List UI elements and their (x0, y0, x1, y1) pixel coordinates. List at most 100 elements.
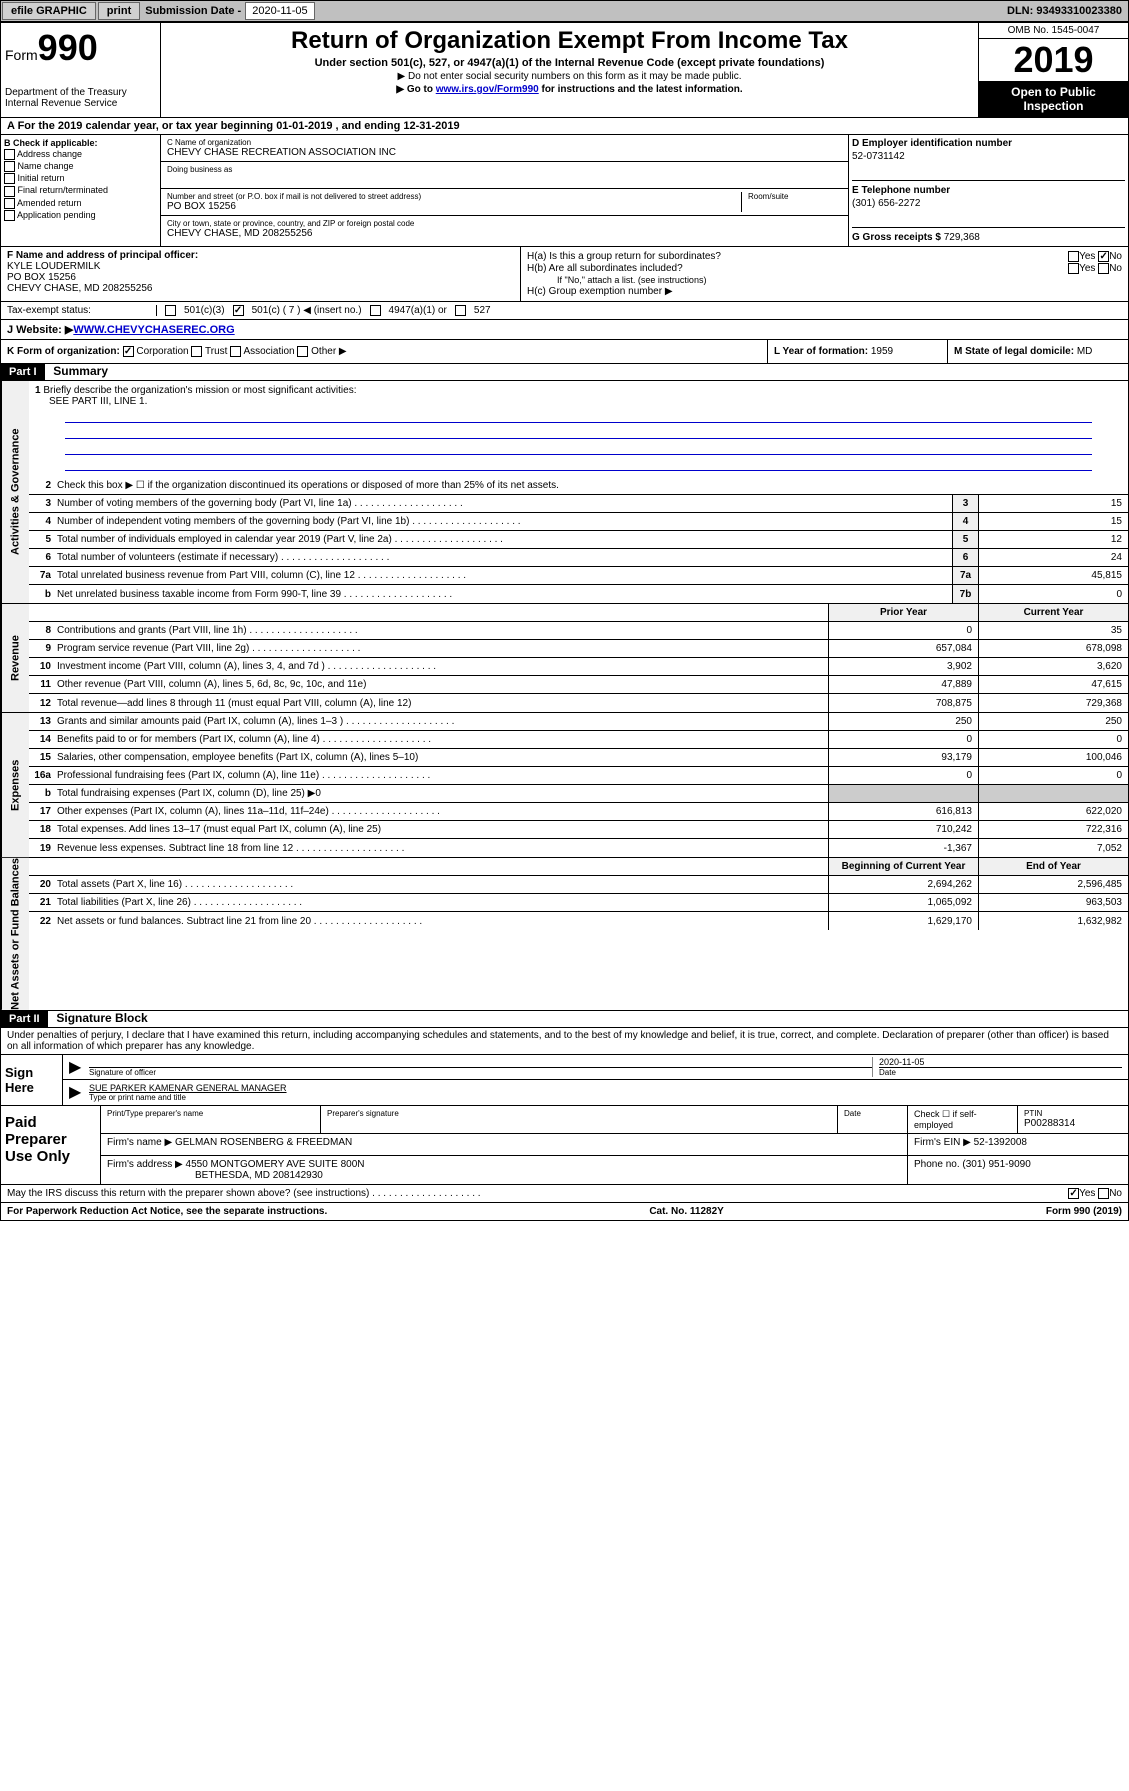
firm-name: GELMAN ROSENBERG & FREEDMAN (175, 1137, 352, 1148)
c10: 3,620 (978, 658, 1128, 675)
p13: 250 (828, 713, 978, 730)
website-link[interactable]: WWW.CHEVYCHASEREC.ORG (73, 324, 234, 336)
p9: 657,084 (828, 640, 978, 657)
open-to-public: Open to Public Inspection (979, 81, 1128, 117)
cb-amended-return[interactable]: Amended return (4, 198, 157, 209)
side-governance: Activities & Governance (1, 381, 29, 603)
side-expenses: Expenses (1, 713, 29, 857)
p18: 710,242 (828, 821, 978, 838)
form-subtitle: Under section 501(c), 527, or 4947(a)(1)… (169, 57, 970, 69)
val-6: 24 (978, 549, 1128, 566)
c8: 35 (978, 622, 1128, 639)
c12: 729,368 (978, 694, 1128, 712)
cb-name-change[interactable]: Name change (4, 161, 157, 172)
row-fgh: F Name and address of principal officer:… (0, 247, 1129, 302)
irs-label: Internal Revenue Service (5, 98, 156, 109)
c19: 7,052 (978, 839, 1128, 857)
mission-text: SEE PART III, LINE 1. (35, 396, 147, 407)
sig-date: 2020-11-05 (879, 1057, 924, 1067)
val-3: 15 (978, 495, 1128, 512)
val-5: 12 (978, 531, 1128, 548)
row-tax-status: Tax-exempt status: 501(c)(3) 501(c) ( 7 … (0, 302, 1129, 320)
ein-value: 52-0731142 (852, 151, 1125, 162)
side-net-assets: Net Assets or Fund Balances (1, 858, 29, 1010)
instr-goto: ▶ Go to www.irs.gov/Form990 for instruct… (169, 84, 970, 95)
ptin: P00288314 (1024, 1118, 1075, 1129)
val-7b: 0 (978, 585, 1128, 603)
cb-application-pending[interactable]: Application pending (4, 210, 157, 221)
city-state-zip: CHEVY CHASE, MD 208255256 (167, 228, 842, 239)
val-7a: 45,815 (978, 567, 1128, 584)
part-i-header: Part I (1, 364, 45, 380)
part-ii-title: Signature Block (50, 1009, 153, 1027)
c13: 250 (978, 713, 1128, 730)
cb-ha-no[interactable] (1098, 251, 1109, 262)
side-revenue: Revenue (1, 604, 29, 712)
firm-address: 4550 MONTGOMERY AVE SUITE 800N (186, 1159, 365, 1170)
row-j-website: J Website: ▶ WWW.CHEVYCHASEREC.ORG (0, 320, 1129, 340)
cb-discuss-yes[interactable] (1068, 1188, 1079, 1199)
top-bar: efile GRAPHIC print Submission Date - 20… (0, 0, 1129, 22)
p17: 616,813 (828, 803, 978, 820)
telephone: (301) 656-2272 (852, 198, 1125, 209)
cb-501c[interactable] (233, 305, 244, 316)
part-i-title: Summary (47, 362, 114, 380)
year-formation: 1959 (871, 346, 893, 357)
firm-phone: (301) 951-9090 (962, 1159, 1030, 1170)
org-name: CHEVY CHASE RECREATION ASSOCIATION INC (167, 147, 842, 158)
c11: 47,615 (978, 676, 1128, 693)
p19: -1,367 (828, 839, 978, 857)
omb-number: OMB No. 1545-0047 (979, 23, 1128, 39)
tax-year: 2019 (979, 39, 1128, 81)
perjury-text: Under penalties of perjury, I declare th… (0, 1028, 1129, 1055)
cb-527[interactable] (455, 305, 466, 316)
p15: 93,179 (828, 749, 978, 766)
firm-ein: 52-1392008 (974, 1137, 1027, 1148)
dept-treasury: Department of the Treasury (5, 87, 156, 98)
officer-addr1: PO BOX 15256 (7, 272, 514, 283)
p14: 0 (828, 731, 978, 748)
col-d-ein: D Employer identification number 52-0731… (848, 135, 1128, 246)
row-a-tax-year: A For the 2019 calendar year, or tax yea… (0, 118, 1129, 135)
c9: 678,098 (978, 640, 1128, 657)
p12: 708,875 (828, 694, 978, 712)
cb-final-return[interactable]: Final return/terminated (4, 185, 157, 196)
cb-501c3[interactable] (165, 305, 176, 316)
p10: 3,902 (828, 658, 978, 675)
cb-initial-return[interactable]: Initial return (4, 173, 157, 184)
c16a: 0 (978, 767, 1128, 784)
footer: For Paperwork Reduction Act Notice, see … (0, 1203, 1129, 1221)
gross-receipts: 729,368 (944, 232, 980, 243)
print-btn[interactable]: print (98, 2, 140, 20)
cb-corp[interactable] (123, 346, 134, 357)
part-ii-header: Part II (1, 1011, 48, 1027)
cb-4947[interactable] (370, 305, 381, 316)
c14: 0 (978, 731, 1128, 748)
col-b-checkboxes: B Check if applicable: Address change Na… (1, 135, 161, 246)
irs-link[interactable]: www.irs.gov/Form990 (436, 84, 539, 95)
val-4: 15 (978, 513, 1128, 530)
officer-addr2: CHEVY CHASE, MD 208255256 (7, 283, 514, 294)
c18: 722,316 (978, 821, 1128, 838)
discuss-row: May the IRS discuss this return with the… (0, 1185, 1129, 1203)
p21: 1,065,092 (828, 894, 978, 911)
sign-here-block: Sign Here ▶ Signature of officer 2020-11… (0, 1055, 1129, 1106)
instr-ssn: ▶ Do not enter social security numbers o… (169, 71, 970, 82)
p16a: 0 (828, 767, 978, 784)
cb-address-change[interactable]: Address change (4, 149, 157, 160)
submission-label: Submission Date - (141, 5, 245, 17)
officer-name-title: SUE PARKER KAMENAR GENERAL MANAGER (89, 1083, 287, 1093)
submission-date: 2020-11-05 (245, 2, 314, 20)
street-address: PO BOX 15256 (167, 201, 735, 212)
col-c-org-info: C Name of organizationCHEVY CHASE RECREA… (161, 135, 848, 246)
efile-graphic-btn[interactable]: efile GRAPHIC (2, 2, 96, 20)
c17: 622,020 (978, 803, 1128, 820)
row-klm: K Form of organization: Corporation Trus… (0, 340, 1129, 364)
officer-name: KYLE LOUDERMILK (7, 261, 514, 272)
form-header: Form990 Department of the Treasury Inter… (0, 22, 1129, 118)
block-bcd: B Check if applicable: Address change Na… (0, 135, 1129, 247)
state-domicile: MD (1077, 346, 1093, 357)
paid-preparer-block: Paid Preparer Use Only Print/Type prepar… (0, 1106, 1129, 1185)
c22: 1,632,982 (978, 912, 1128, 930)
form-990-label: Form990 (5, 27, 156, 69)
